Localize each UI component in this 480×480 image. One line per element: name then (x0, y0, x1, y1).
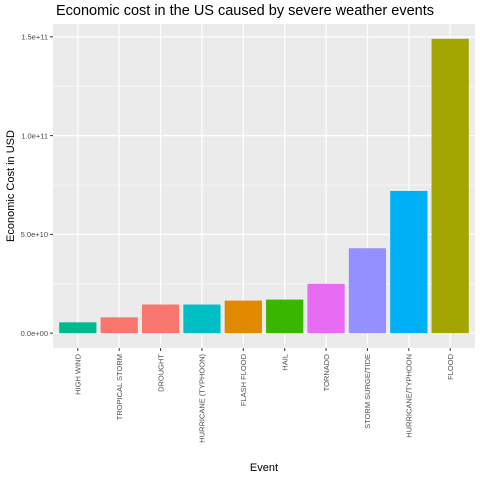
bars (59, 38, 469, 334)
x-tick-label: HURRICANE (TYPHOON) (198, 354, 207, 443)
x-tick-label: HIGH WIND (74, 353, 83, 394)
x-tick-label: HURRICANE/TYPHOON (405, 354, 414, 438)
y-axis-title: Economic Cost in USD (5, 130, 17, 242)
bar (266, 299, 304, 334)
x-tick-label: FLASH FLOOD (239, 353, 248, 406)
chart-title: Economic cost in the US caused by severe… (56, 3, 434, 19)
x-tick-label: DROUGHT (156, 354, 165, 392)
y-tick-label: 1.5e+11 (21, 33, 48, 42)
y-axis-ticks: 0.0e+00 5.0e+10 1.0e+11 1.5e+11 (21, 33, 53, 338)
bar (390, 190, 428, 334)
x-tick-label: HAIL (280, 354, 289, 371)
bar (100, 317, 138, 334)
x-axis-ticks: HIGH WIND TROPICAL STORM DROUGHT HURRICANE … (74, 348, 455, 443)
x-axis-title: Event (250, 462, 278, 474)
x-tick-label: TROPICAL STORM (115, 354, 124, 420)
x-tick-label: FLOOD (446, 353, 455, 379)
x-tick-label: TORNADO (322, 354, 331, 392)
y-tick-label: 5.0e+10 (21, 230, 48, 239)
bar (431, 38, 469, 334)
bar (59, 322, 97, 334)
y-tick-label: 0.0e+00 (21, 329, 48, 338)
bar (307, 283, 345, 334)
bar (183, 304, 221, 334)
bar (141, 304, 180, 334)
bar (224, 300, 262, 334)
major-gridlines (53, 24, 475, 348)
y-tick-label: 1.0e+11 (21, 131, 48, 140)
bar (348, 248, 387, 334)
x-tick-label: STORM SURGE/TIDE (363, 354, 372, 429)
